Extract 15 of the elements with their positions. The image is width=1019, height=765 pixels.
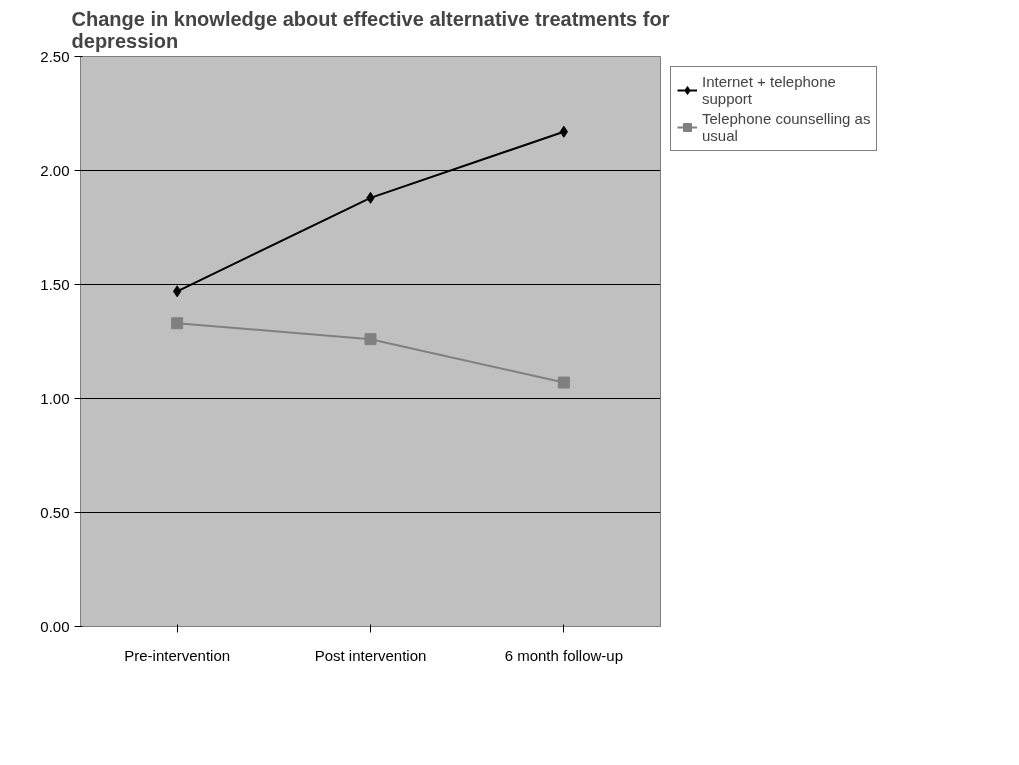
x-tick-label: Pre-intervention — [124, 646, 231, 664]
y-tick-label: 2.00 — [40, 161, 70, 179]
y-tick-label: 0.00 — [40, 617, 70, 635]
point — [364, 333, 377, 346]
y-tick-label: 2.50 — [40, 47, 70, 65]
legend-label: Telephone counselling as usual — [702, 110, 871, 144]
x-tick-label: 6 month follow-up — [504, 646, 624, 664]
point — [557, 376, 570, 389]
point — [171, 317, 184, 330]
y-tick-label: 1.50 — [40, 275, 70, 293]
chart-title: Change in knowledge about effective alternative treatments for depression — [71, 7, 670, 52]
legend-label: Internet + telephone support — [702, 73, 836, 107]
y-tick-label: 1.00 — [40, 389, 70, 407]
x-tick-label: Post intervention — [314, 646, 427, 664]
y-tick-label: 0.50 — [40, 503, 70, 521]
